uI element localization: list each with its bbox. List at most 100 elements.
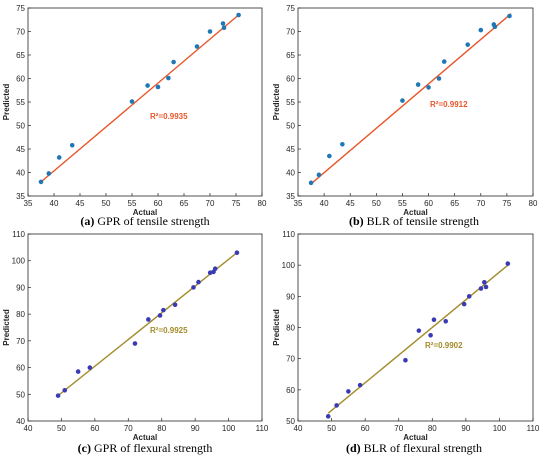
panel-caption-text: BLR of flexural strength [361,441,482,455]
plot-frame [297,233,534,422]
y-tick-label: 90 [16,283,25,292]
y-tick-label: 40 [16,417,25,426]
panel-caption-text: GPR of tensile strength [94,214,209,228]
data-point [129,99,135,104]
y-tick-label: 70 [286,28,295,37]
r2-annotation: R²=0.9935 [150,112,188,121]
x-tick-label: 80 [529,199,538,208]
y-tick-label: 90 [286,292,295,301]
x-tick-label: 45 [346,199,355,208]
y-tick-label: 75 [286,4,295,13]
data-point [415,82,421,87]
panel-caption: (b) BLR of tensile strength [349,214,479,228]
data-point [416,328,422,333]
y-axis-label: Predicted [272,84,281,121]
data-point [483,284,489,290]
data-point [191,285,196,290]
y-axis-label: Predicted [2,309,11,346]
x-tick-label: 80 [428,424,437,433]
fit-line [57,252,238,397]
data-point [46,171,52,176]
fit-line [310,13,512,185]
data-point [62,387,68,393]
y-tick-label: 70 [16,28,25,37]
y-tick-label: 50 [16,122,25,131]
data-point [478,27,484,33]
data-point [207,29,213,34]
x-tick-label: 80 [258,199,267,208]
r2-annotation: R²=0.9912 [430,100,468,109]
y-tick-label: 60 [16,75,25,84]
data-point [157,313,163,318]
data-point [38,179,44,185]
x-tick-label: 75 [232,199,241,208]
x-tick-label: 70 [476,199,485,208]
y-tick-label: 40 [16,169,25,178]
x-tick-label: 70 [124,424,133,433]
y-tick-label: 75 [16,4,25,13]
panel-3: 40 50 60 70 80 90 100 1105060708090100110Actual… [272,230,540,455]
data-point [196,279,201,285]
x-tick-label: 100 [222,424,236,433]
data-point [316,172,322,178]
x-tick-label: 60 [361,424,370,433]
data-point [357,382,363,388]
y-tick-label: 100 [282,261,296,270]
x-tick-label: 80 [157,424,166,433]
y-tick-label: 110 [12,230,25,239]
data-point [507,13,512,19]
y-tick-label: 80 [16,310,25,319]
data-point [325,414,331,419]
data-point [172,302,178,308]
x-tick-label: 65 [450,199,459,208]
fit-line [40,13,241,183]
data-point [334,403,339,408]
x-tick-label: 40 [24,424,33,433]
data-point [308,180,314,186]
x-tick-label: 90 [461,424,470,433]
data-point [482,280,487,285]
data-point [403,357,408,363]
plot-frame [27,7,263,197]
x-tick-label: 75 [502,199,511,208]
x-tick-label: 50 [102,199,111,208]
data-point [443,318,449,324]
x-tick-label: 90 [191,424,200,433]
y-tick-label: 60 [286,75,295,84]
y-axis-label: Predicted [2,84,11,121]
panel-caption: (d) BLR of flexural strength [346,441,482,455]
x-tick-label: 55 [128,199,137,208]
y-tick-label: 35 [286,192,295,201]
x-tick-label: 60 [90,424,99,433]
panel-2: 40 50 60 70 80 90 100 110 40 50 60 70 80 90 100 110 Actu… [2,230,269,455]
data-point [466,294,472,299]
x-axis-label: Actual [133,208,157,217]
y-tick-label: 50 [16,390,25,399]
y-tick-label: 65 [16,51,25,60]
x-tick-label: 50 [57,424,66,433]
panel-caption-letter: (b) [349,214,364,228]
data-point [212,266,218,272]
data-point [465,42,471,47]
x-tick-label: 70 [206,199,215,208]
x-tick-label: 70 [394,424,403,433]
data-point [55,393,61,398]
data-point [166,75,171,81]
data-point [428,332,433,338]
y-tick-label: 60 [286,386,295,395]
panel-caption: (a) GPR of tensile strength [80,214,209,228]
x-tick-label: 40 [294,424,303,433]
data-point [234,250,240,255]
y-tick-label: 70 [16,337,25,346]
x-axis-label: Actual [133,433,157,442]
x-tick-label: 35 [294,199,303,208]
fit-line [327,264,509,414]
plot-frame [27,233,263,422]
y-tick-label: 65 [286,51,295,60]
data-point [132,341,138,346]
data-point [346,389,351,394]
panel-caption: (c) GPR of flexural strength [78,441,213,455]
y-tick-label: 55 [16,98,25,107]
data-point [171,59,176,65]
